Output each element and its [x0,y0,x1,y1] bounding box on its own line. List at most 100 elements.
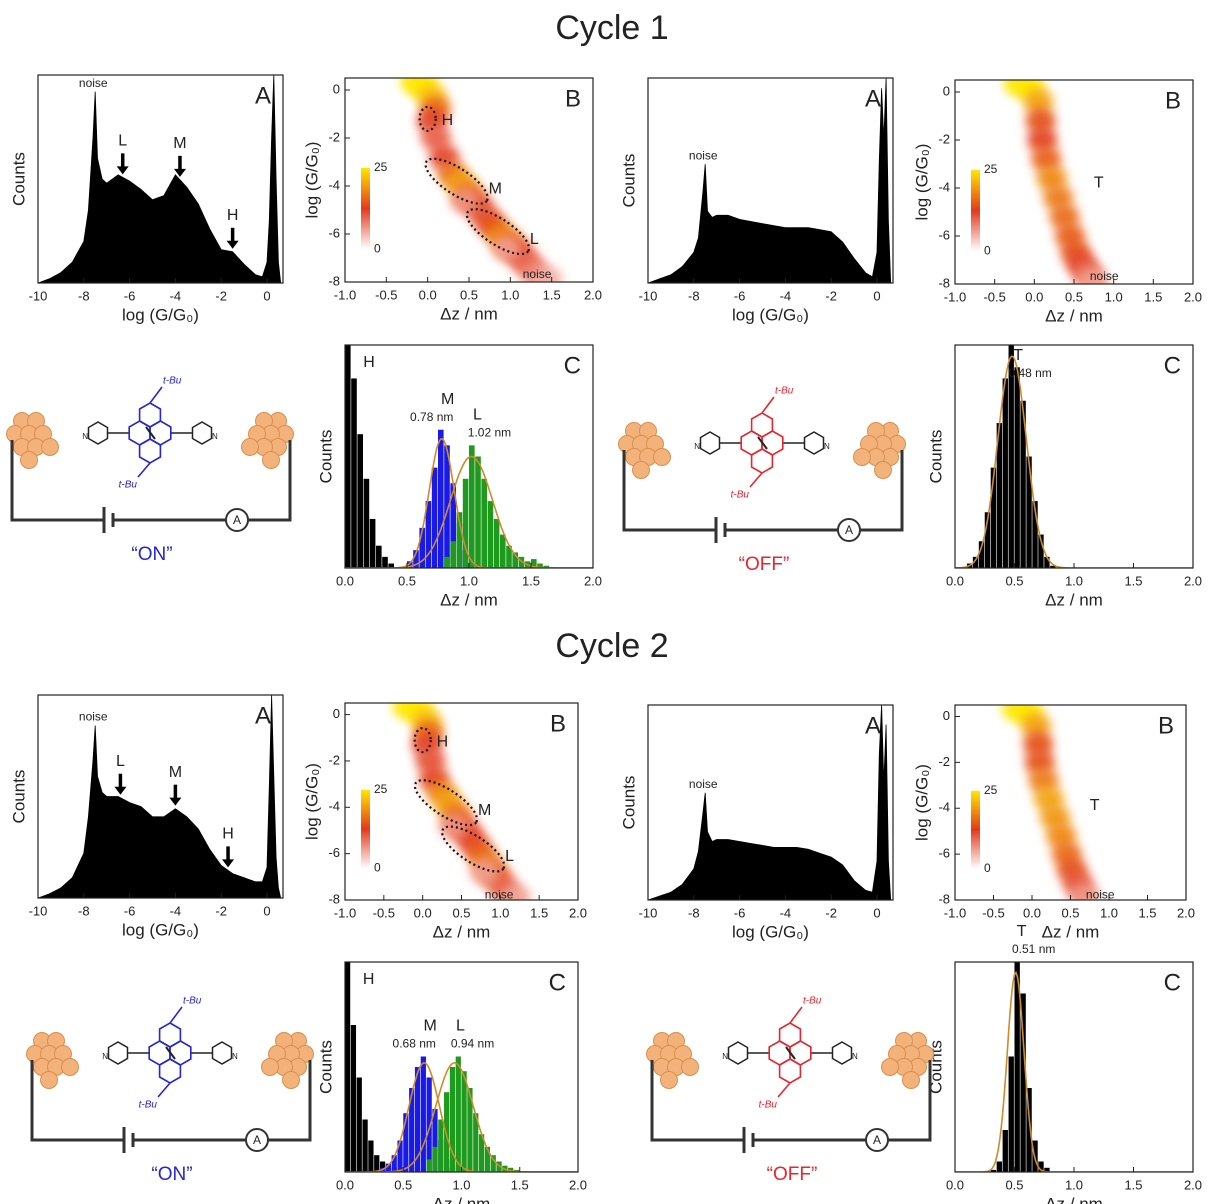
histogram-bar [407,561,413,568]
histogram-bar [1002,378,1008,568]
density-cell [1069,882,1100,900]
histogram-bar [432,1146,438,1172]
atom-label: N [232,1052,238,1061]
x-axis-label: log (G/G₀) [732,305,809,324]
gold-atom [20,451,38,469]
wire [888,1060,932,1142]
histogram-bar [496,1161,502,1172]
histogram-bar [444,1092,450,1172]
x-tick-label: -4 [780,905,792,920]
y-axis-label: Counts [9,152,28,206]
density-cell [532,266,563,282]
bond [777,1082,791,1098]
histogram-area [648,705,892,900]
x-tick-label: -6 [734,288,746,303]
x-tick-label: -6 [124,903,136,918]
histogram-bar [493,518,500,568]
y-tick-label: 0 [943,708,950,723]
series-label: H [363,354,375,371]
plot-frame [37,694,284,899]
arrow-head [114,786,127,795]
wire [10,440,104,522]
annotation: noise [689,148,718,162]
x-axis-label: log (G/G₀) [122,305,199,324]
core-ring [750,448,774,474]
histogram-bar [356,1077,362,1172]
atom-label: N [102,1052,108,1061]
y-tick-label: -4 [328,799,340,814]
y-tick-label: -2 [938,131,950,146]
section-title: Cycle 1 [555,9,668,47]
x-tick-label: -10 [29,288,48,303]
plot-area [38,75,282,283]
x-tick-label: 2.0 [1177,905,1195,920]
arrow-head [116,166,129,175]
plot-frame [954,961,1194,1173]
histogram-bar [351,378,357,568]
histogram-bar [978,541,985,568]
histogram-bar [990,1169,997,1172]
substituent-label: t-Bu [139,1100,158,1111]
y-axis-label: log (G/G₀) [912,144,931,221]
histogram-bar [506,545,512,568]
histogram-bar [1044,556,1050,568]
bond [157,1082,171,1098]
bond [137,462,151,478]
substituent-label: t-Bu [119,480,138,491]
histogram-bar [996,1161,1002,1172]
plot-area [648,78,892,283]
histogram-bar [1032,501,1038,568]
x-tick-label: -0.5 [982,905,1004,920]
panel-letter: C [1164,352,1181,379]
gaussian-fit [955,355,1193,568]
histogram-bar [382,556,388,568]
pyridine-ring [831,1041,853,1065]
x-tick-label: 1.0 [1105,289,1123,304]
peak-label: 1.02 nm [468,426,511,440]
core-bond [757,436,768,450]
region-label: L [530,231,539,248]
y-tick-label: -6 [328,225,340,240]
histogram-bar [1008,345,1014,568]
x-tick-label: 0.5 [1065,289,1083,304]
substituent-label: t-Bu [775,386,794,397]
histogram-bar [369,518,376,568]
panel-letter: C [564,352,581,379]
y-tick-label: -6 [938,227,950,242]
histogram-bar [450,483,456,568]
y-axis-label: log (G/G₀) [912,764,931,841]
density-cell [449,187,480,214]
plot-frame [647,77,894,284]
x-tick-label: 0.0 [419,287,437,302]
x-tick-label: -2 [215,903,227,918]
histogram-area [38,695,282,898]
wire [622,450,716,532]
panel-letter: A [865,85,881,112]
x-tick-label: -8 [688,905,700,920]
colorbar-label: 25 [374,782,388,796]
panel-letter: B [1165,87,1181,114]
density-cell [1027,127,1058,153]
histogram-bar [438,1119,444,1172]
region-outline [413,779,479,827]
histogram-bar [490,1155,496,1172]
state-label: “ON” [151,1164,192,1185]
x-tick-label: 0 [263,288,270,303]
x-axis-label: log (G/G₀) [122,920,199,939]
x-tick-label: 1.5 [522,573,540,588]
region-outline [413,726,432,754]
histogram-bar [413,550,419,568]
density-cell [1078,268,1109,284]
annotation: noise [485,888,514,902]
x-tick-label: -2 [825,905,837,920]
peak-label: 0.51 nm [1012,942,1055,956]
x-tick-label: 0.5 [1061,905,1079,920]
histogram-bar [531,559,537,568]
circuit: At-Bu t-Bu N N “OFF” [646,996,934,1185]
histogram-bar [984,512,991,568]
gaussian-fit [345,437,593,568]
histogram-bar [350,1025,357,1172]
region-label: M [489,180,502,197]
histogram-bar [409,1088,415,1172]
